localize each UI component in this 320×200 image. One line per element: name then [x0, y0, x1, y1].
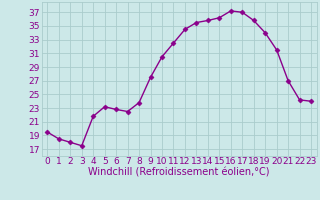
- X-axis label: Windchill (Refroidissement éolien,°C): Windchill (Refroidissement éolien,°C): [88, 168, 270, 178]
